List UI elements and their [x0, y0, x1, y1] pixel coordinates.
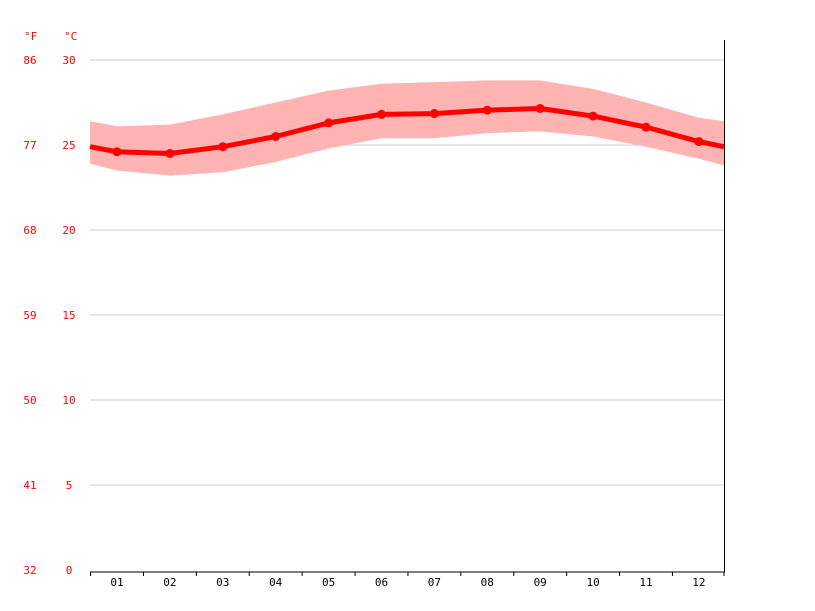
data-points — [112, 103, 704, 158]
y-tick-label-c: 25 — [62, 139, 75, 152]
y-tick-label-f: 86 — [23, 54, 36, 67]
x-tick-label: 09 — [534, 576, 547, 589]
range-band-layer — [90, 80, 724, 176]
y-tick-labels: 32 0 41 5 50 10 59 15 68 20 77 25 86 30 — [23, 54, 75, 577]
x-tick-label: 07 — [428, 576, 441, 589]
x-tick-label: 08 — [481, 576, 494, 589]
data-point — [482, 105, 492, 115]
x-tick-label: 04 — [269, 576, 283, 589]
celsius-unit-label: °C — [64, 30, 77, 43]
data-point — [535, 103, 545, 113]
data-point — [218, 142, 228, 152]
y-tick-label-c: 0 — [66, 564, 73, 577]
x-tick-label: 01 — [110, 576, 123, 589]
x-tick-label: 12 — [692, 576, 705, 589]
y-tick-label-c: 30 — [62, 54, 75, 67]
data-point — [588, 111, 598, 121]
y-tick-label-c: 15 — [62, 309, 75, 322]
y-tick-label-c: 10 — [62, 394, 75, 407]
series-line — [89, 106, 725, 156]
y-tick-label-f: 41 — [23, 479, 36, 492]
y-tick-label-c: 20 — [62, 224, 75, 237]
x-tick-label: 05 — [322, 576, 335, 589]
y-tick-label-f: 50 — [23, 394, 36, 407]
x-tick-label: 11 — [639, 576, 652, 589]
y-tick-label-f: 68 — [23, 224, 36, 237]
y-tick-label-f: 59 — [23, 309, 36, 322]
fahrenheit-unit-label: °F — [24, 30, 37, 43]
data-point — [165, 149, 175, 158]
data-point — [377, 109, 386, 119]
axes — [90, 40, 725, 576]
data-point — [641, 122, 651, 132]
y-tick-label-f: 77 — [23, 139, 36, 152]
x-tick-label: 06 — [375, 576, 388, 589]
x-tick-label: 02 — [163, 576, 176, 589]
temperature-range-band — [90, 80, 724, 176]
x-tick-labels: 01 02 03 04 05 06 07 08 09 10 11 12 — [110, 576, 705, 589]
data-point — [694, 137, 704, 147]
series-line-layer — [89, 106, 725, 156]
data-point — [271, 132, 281, 141]
data-point — [112, 147, 122, 157]
x-tick-label: 10 — [586, 576, 599, 589]
y-tick-label-c: 5 — [66, 479, 73, 492]
x-tick-label: 03 — [216, 576, 229, 589]
data-point — [429, 109, 439, 119]
y-tick-label-f: 32 — [23, 564, 36, 577]
data-point — [324, 118, 334, 128]
